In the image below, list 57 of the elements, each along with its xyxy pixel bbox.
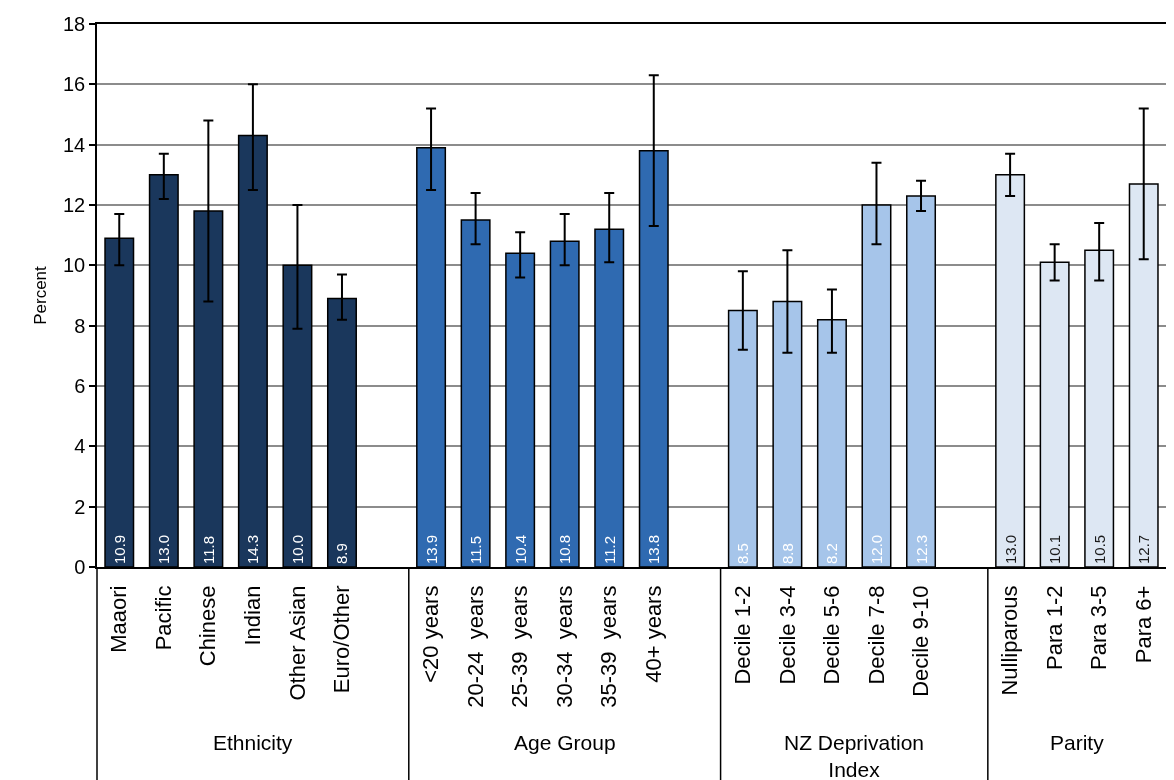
- x-tick-label: Decile 5-6: [819, 585, 845, 685]
- text: NZ Deprivation Index: [784, 731, 925, 780]
- x-tick-label: 40+ years: [640, 585, 666, 683]
- x-tick-label: Maaori: [106, 585, 132, 653]
- y-tick-label: 16: [63, 73, 86, 96]
- y-tick-label: 10: [63, 254, 86, 277]
- y-tick-label: 14: [63, 133, 86, 156]
- y-tick-label: 6: [74, 375, 86, 397]
- x-tick-label: <20 years: [418, 585, 444, 683]
- x-tick-label: 20-24 years: [462, 585, 488, 708]
- data-label: 11.8: [199, 535, 217, 564]
- x-tick-label: Para 6+: [1130, 585, 1156, 664]
- x-tick-label: Para 1-2: [1041, 585, 1067, 670]
- data-label: 8.5: [734, 543, 752, 564]
- x-tick-label: Decile 1-2: [730, 585, 755, 685]
- data-label: 13.0: [155, 534, 173, 564]
- data-label: 10.0: [288, 534, 306, 564]
- x-tick-label: Chinese: [195, 585, 221, 667]
- x-tick-label: Para 3-5: [1086, 585, 1112, 670]
- x-tick-label: Decile 3-4: [774, 585, 800, 685]
- data-label: 13.9: [422, 534, 440, 564]
- data-label: 13.0: [1001, 534, 1019, 564]
- x-tick-label: Other Asian: [284, 585, 310, 701]
- y-tick-label: 8: [74, 314, 86, 337]
- x-tick-label: 25-39 years: [507, 585, 533, 708]
- x-tick-label: Decile 7-8: [863, 585, 889, 685]
- x-tick-label: Nulliparous: [997, 585, 1023, 696]
- data-label: 8.2: [823, 543, 841, 564]
- data-label: 8.9: [333, 543, 351, 564]
- text: Ethnicity: [213, 731, 293, 754]
- text: Parity: [1050, 731, 1105, 754]
- data-label: 12.3: [912, 534, 930, 564]
- y-tick-label: 2: [74, 495, 86, 518]
- x-tick-label: 35-39 years: [596, 585, 622, 708]
- data-label: 8.8: [778, 543, 796, 564]
- data-label: 12.7: [1135, 534, 1153, 564]
- y-tick-label: 12: [63, 194, 86, 216]
- y-tick-label: 18: [63, 13, 86, 35]
- data-label: 10.1: [1046, 534, 1064, 564]
- y-tick-label: 4: [74, 435, 86, 458]
- y-tick-label: 0: [74, 556, 86, 578]
- data-label: 10.4: [511, 534, 529, 564]
- data-label: 13.8: [645, 534, 663, 564]
- data-label: 11.2: [600, 535, 618, 564]
- data-label: 12.0: [867, 534, 885, 564]
- data-label: 10.5: [1090, 534, 1108, 564]
- x-tick-label: 30-34 years: [551, 585, 577, 708]
- x-tick-label: Pacific: [150, 585, 176, 651]
- text: Age Group: [514, 731, 616, 754]
- x-tick-label: Euro/Other: [329, 585, 355, 694]
- y-axis-title: Percent: [31, 265, 51, 325]
- x-tick-label: Indian: [240, 585, 266, 646]
- x-tick-label: Decile 9-10: [908, 585, 934, 697]
- data-label: 14.3: [244, 534, 262, 564]
- data-label: 10.9: [110, 534, 128, 564]
- data-label: 10.8: [556, 534, 574, 564]
- data-label: 11.5: [467, 535, 485, 564]
